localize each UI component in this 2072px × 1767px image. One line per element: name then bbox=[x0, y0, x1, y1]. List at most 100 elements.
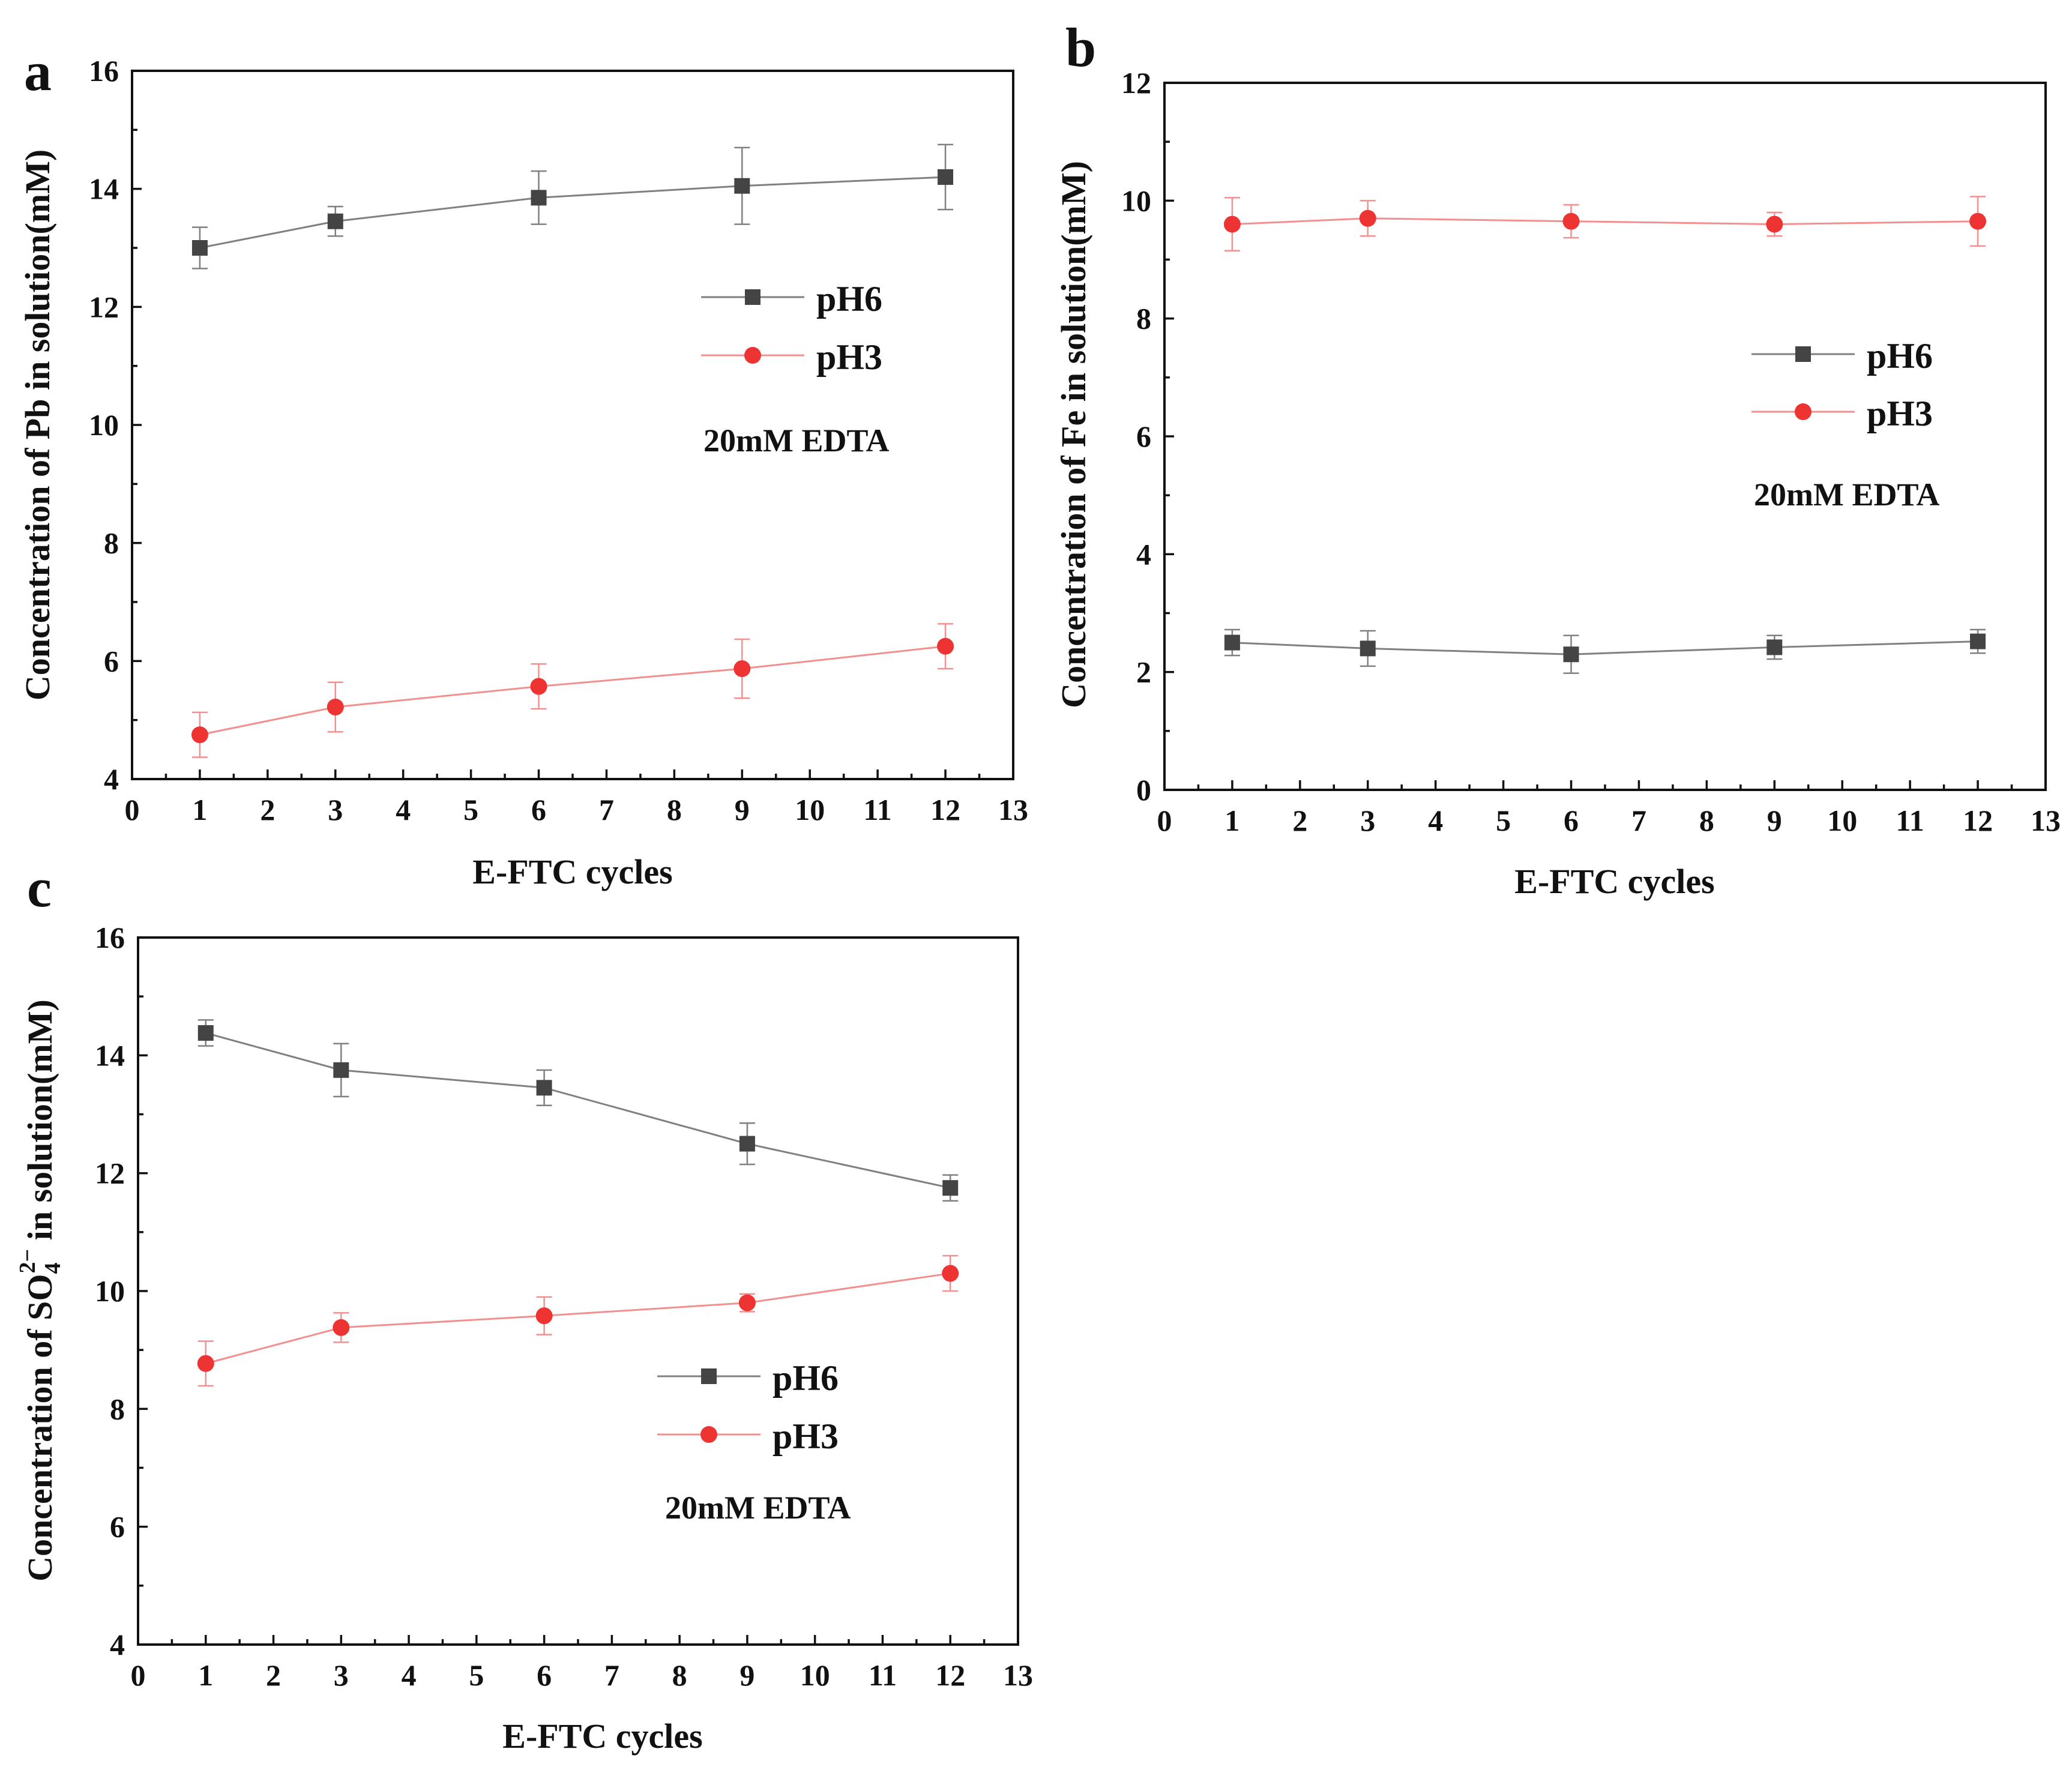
x-tick-label-a-13: 13 bbox=[998, 793, 1028, 826]
legend-label-ph3-b: pH3 bbox=[1867, 394, 1933, 433]
x-tick-label-b-5: 5 bbox=[1496, 804, 1511, 837]
y-tick-label-b-2: 2 bbox=[1136, 655, 1151, 689]
legend-marker-ph6-c bbox=[701, 1368, 717, 1384]
y-tick-label-a-8: 8 bbox=[104, 526, 119, 560]
data-point-ph6-c-12 bbox=[942, 1180, 959, 1196]
x-axis-title-b: E-FTC cycles bbox=[1514, 862, 1714, 901]
y-tick-label-a-14: 14 bbox=[89, 172, 119, 206]
data-point-ph6-b-6 bbox=[1563, 646, 1579, 663]
data-point-ph6-c-9 bbox=[739, 1136, 755, 1152]
x-tick-label-a-10: 10 bbox=[795, 793, 825, 826]
x-tick-label-a-9: 9 bbox=[735, 793, 750, 826]
data-point-ph6-a-3 bbox=[327, 213, 343, 229]
y-tick-label-b-8: 8 bbox=[1136, 302, 1151, 336]
x-tick-label-a-0: 0 bbox=[125, 793, 140, 826]
x-tick-label-a-6: 6 bbox=[531, 793, 546, 826]
y-axis-title-c-sub: 4 bbox=[40, 1263, 65, 1274]
x-tick-label-b-2: 2 bbox=[1292, 804, 1307, 837]
x-tick-label-c-0: 0 bbox=[131, 1658, 146, 1692]
y-tick-label-a-12: 12 bbox=[89, 290, 119, 324]
x-tick-label-c-2: 2 bbox=[266, 1658, 281, 1692]
x-tick-label-c-7: 7 bbox=[604, 1658, 619, 1692]
y-tick-label-a-4: 4 bbox=[104, 762, 119, 796]
data-point-ph3-c-12 bbox=[942, 1265, 959, 1282]
data-point-ph3-a-12 bbox=[937, 637, 954, 655]
x-tick-label-a-7: 7 bbox=[599, 793, 614, 826]
x-tick-label-b-12: 12 bbox=[1963, 804, 1993, 837]
data-point-ph6-a-9 bbox=[734, 178, 750, 194]
y-axis-title-c-rest: in solution(mM) bbox=[20, 999, 59, 1249]
x-ticks-a: 0 1 2 3 4 5 6 7 8 9 10 11 12 13 bbox=[125, 769, 1028, 826]
x-tick-label-a-2: 2 bbox=[260, 793, 275, 826]
y-tick-label-b-10: 10 bbox=[1121, 184, 1151, 217]
data-point-ph3-a-3 bbox=[327, 699, 344, 716]
data-point-ph3-b-6 bbox=[1562, 212, 1580, 230]
data-point-ph3-c-6 bbox=[535, 1307, 553, 1325]
x-tick-label-a-1: 1 bbox=[192, 793, 207, 826]
x-ticks-c: 0 1 2 3 4 5 6 7 8 9 10 11 12 13 bbox=[131, 1635, 1033, 1692]
y-tick-label-c-8: 8 bbox=[110, 1392, 125, 1425]
y-tick-label-b-12: 12 bbox=[1121, 66, 1151, 100]
legend-label-ph6-c: pH6 bbox=[772, 1358, 839, 1398]
series-a bbox=[191, 143, 954, 758]
x-tick-label-b-1: 1 bbox=[1224, 804, 1239, 837]
legend-label-ph6-b: pH6 bbox=[1867, 336, 1933, 376]
y-tick-label-c-6: 6 bbox=[110, 1510, 125, 1544]
x-tick-label-a-4: 4 bbox=[396, 793, 411, 826]
data-point-ph3-c-9 bbox=[738, 1294, 756, 1311]
legend-a: pH6 pH3 bbox=[701, 279, 882, 377]
y-tick-label-c-4: 4 bbox=[110, 1628, 125, 1661]
y-axis-title-a: Concentration of Pb in solution(mM) bbox=[18, 149, 57, 700]
data-point-ph3-b-1 bbox=[1223, 215, 1241, 233]
legend-marker-ph3-a bbox=[744, 347, 761, 364]
x-tick-label-c-10: 10 bbox=[800, 1658, 830, 1692]
y-axis-title-c-main: Concentration of SO bbox=[20, 1274, 59, 1582]
legend-marker-ph3-c bbox=[700, 1426, 717, 1443]
x-tick-label-b-3: 3 bbox=[1360, 804, 1375, 837]
x-tick-label-a-8: 8 bbox=[667, 793, 682, 826]
data-point-ph3-a-6 bbox=[530, 678, 547, 695]
legend-label-ph6-a: pH6 bbox=[816, 279, 882, 319]
y-tick-label-c-16: 16 bbox=[95, 921, 125, 954]
y-axis-title-c-sup: 2− bbox=[15, 1249, 40, 1274]
annotation-a: 20mM EDTA bbox=[703, 423, 889, 459]
x-axis-title-a: E-FTC cycles bbox=[472, 852, 672, 891]
data-point-ph6-c-6 bbox=[536, 1080, 552, 1096]
y-tick-label-c-12: 12 bbox=[95, 1157, 125, 1190]
x-tick-label-c-3: 3 bbox=[334, 1658, 349, 1692]
series-b bbox=[1223, 196, 1987, 674]
data-point-ph3-b-12 bbox=[1969, 212, 1987, 230]
x-tick-label-b-4: 4 bbox=[1428, 804, 1443, 837]
x-tick-label-b-11: 11 bbox=[1896, 804, 1924, 837]
legend-label-ph3-c: pH3 bbox=[772, 1416, 839, 1456]
data-point-ph3-a-9 bbox=[733, 660, 751, 678]
annotation-b: 20mM EDTA bbox=[1754, 477, 1939, 513]
data-point-ph3-b-3 bbox=[1359, 209, 1376, 227]
legend-b: pH6 pH3 bbox=[1751, 336, 1933, 433]
panel-label-b: b bbox=[1065, 17, 1096, 78]
data-point-ph6-a-12 bbox=[938, 169, 954, 185]
x-tick-label-c-12: 12 bbox=[935, 1658, 965, 1692]
y-tick-label-c-10: 10 bbox=[95, 1274, 125, 1308]
y-tick-label-b-6: 6 bbox=[1136, 420, 1151, 453]
x-tick-label-b-13: 13 bbox=[2031, 804, 2061, 837]
x-tick-label-c-1: 1 bbox=[198, 1658, 213, 1692]
legend-marker-ph6-b bbox=[1795, 346, 1811, 362]
x-tick-label-c-8: 8 bbox=[672, 1658, 687, 1692]
x-ticks-b: 0 1 2 3 4 5 6 7 8 9 10 11 12 13 bbox=[1157, 780, 2061, 837]
data-point-ph3-b-9 bbox=[1766, 215, 1783, 233]
data-point-ph6-b-12 bbox=[1970, 633, 1986, 649]
x-tick-label-b-0: 0 bbox=[1157, 804, 1172, 837]
x-axis-title-c: E-FTC cycles bbox=[502, 1717, 702, 1756]
annotation-c: 20mM EDTA bbox=[665, 1490, 851, 1526]
y-axis-title-c: Concentration of SO42− in solution(mM) bbox=[15, 999, 65, 1582]
x-tick-label-b-10: 10 bbox=[1827, 804, 1857, 837]
x-tick-label-c-6: 6 bbox=[537, 1658, 552, 1692]
y-axis-title-b: Concentration of Fe in solution(mM) bbox=[1054, 161, 1093, 708]
data-point-ph3-c-3 bbox=[333, 1319, 350, 1336]
x-tick-label-a-3: 3 bbox=[328, 793, 343, 826]
x-tick-label-b-9: 9 bbox=[1767, 804, 1782, 837]
